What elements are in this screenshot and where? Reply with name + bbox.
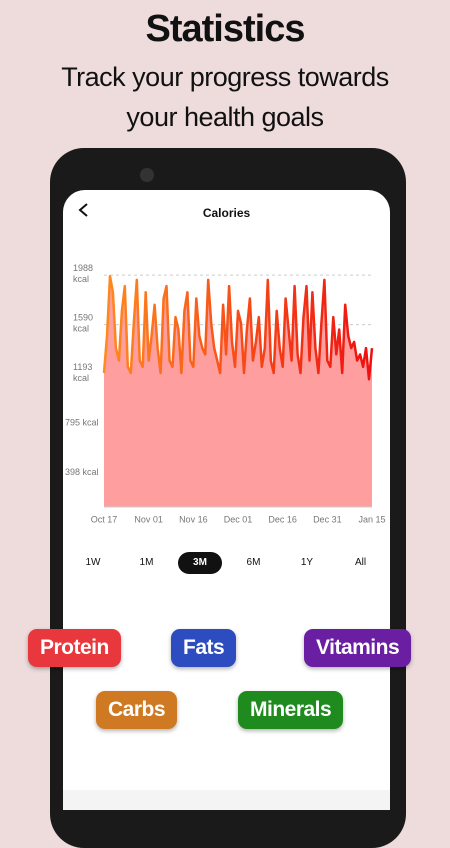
x-tick-label: Jan 15	[358, 514, 385, 524]
camera	[140, 168, 154, 182]
area	[104, 276, 372, 507]
range-button[interactable]: All	[354, 557, 367, 568]
x-tick-label: Dec 16	[268, 514, 297, 524]
nutrient-tag[interactable]: Fats	[171, 629, 237, 667]
y-tick-label: 398 kcal	[65, 467, 99, 477]
nutrient-tag[interactable]: Vitamins	[304, 629, 412, 667]
x-tick-label: Dec 31	[313, 514, 342, 524]
range-selector: 1W 1M 3M 6M 1Y All	[63, 552, 390, 574]
y-tick-label: 795 kcal	[65, 418, 99, 428]
page: {"header":{"title":"Statistics","subtitl…	[28, 8, 412, 848]
x-tick-label: Nov 16	[179, 514, 208, 524]
range-button[interactable]: 1M	[139, 557, 154, 568]
bottom-nav	[63, 790, 390, 810]
screen: Calories 398 kcal 795 kcal 1193 kcal 1590 kca…	[63, 190, 390, 810]
x-tick-label: Dec 01	[224, 514, 253, 524]
range-button[interactable]: 1W	[85, 557, 101, 568]
line	[102, 274, 374, 381]
nutrient-tag[interactable]: Protein	[28, 629, 121, 667]
range-button[interactable]: 1Y	[300, 557, 314, 568]
chart: 398 kcal 795 kcal 1193 kcal 1590 kcal 1988 kcal…	[65, 264, 386, 525]
subtitle: your health goals	[126, 102, 324, 132]
nutrient-tag[interactable]: Minerals	[238, 691, 344, 729]
y-tick-label: 1590 kcal	[73, 313, 93, 334]
x-tick-label: Oct 17	[91, 514, 118, 524]
subtitle: Track your progress towards	[61, 62, 389, 92]
range-button[interactable]: 3M	[178, 552, 222, 574]
headline: Statistics	[145, 8, 306, 50]
back-button[interactable]	[77, 202, 91, 218]
y-tick-label: 1193 kcal	[73, 362, 92, 383]
x-tick-label: Nov 01	[134, 514, 163, 524]
y-tick-label: 1988 kcal	[73, 264, 93, 285]
nutrient-tag[interactable]: Carbs	[96, 691, 178, 729]
range-button[interactable]: 6M	[246, 557, 261, 568]
screen-title: Calories	[202, 206, 251, 220]
